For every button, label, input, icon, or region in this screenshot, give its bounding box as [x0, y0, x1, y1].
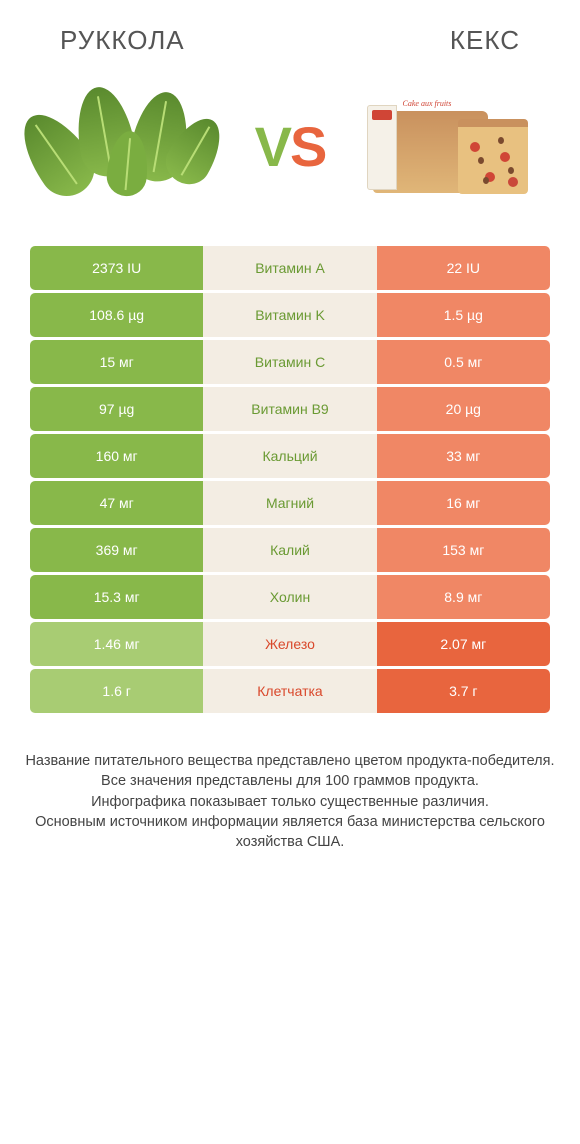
left-product-image — [40, 76, 220, 216]
left-value: 2373 IU — [30, 246, 203, 290]
right-value: 3.7 г — [377, 669, 550, 713]
fruitcake-icon: Cake aux fruits — [373, 99, 528, 194]
table-row: 97 µgВитамин B920 µg — [30, 387, 550, 431]
right-value: 33 мг — [377, 434, 550, 478]
left-value: 108.6 µg — [30, 293, 203, 337]
nutrient-label: Холин — [203, 575, 376, 619]
nutrient-label: Магний — [203, 481, 376, 525]
nutrition-table: 2373 IUВитамин A22 IU108.6 µgВитамин K1.… — [0, 246, 580, 713]
table-row: 15.3 мгХолин8.9 мг — [30, 575, 550, 619]
right-value: 153 мг — [377, 528, 550, 572]
left-value: 160 мг — [30, 434, 203, 478]
left-value: 47 мг — [30, 481, 203, 525]
right-value: 16 мг — [377, 481, 550, 525]
table-row: 15 мгВитамин C0.5 мг — [30, 340, 550, 384]
vs-label: VS — [255, 114, 326, 179]
left-product-title: РУККОЛА — [60, 25, 185, 56]
nutrient-label: Витамин B9 — [203, 387, 376, 431]
nutrient-label: Витамин C — [203, 340, 376, 384]
left-value: 15.3 мг — [30, 575, 203, 619]
right-value: 8.9 мг — [377, 575, 550, 619]
table-row: 108.6 µgВитамин K1.5 µg — [30, 293, 550, 337]
left-value: 15 мг — [30, 340, 203, 384]
arugula-icon — [45, 81, 215, 211]
nutrient-label: Калий — [203, 528, 376, 572]
right-value: 1.5 µg — [377, 293, 550, 337]
table-row: 1.6 гКлетчатка3.7 г — [30, 669, 550, 713]
nutrient-label: Кальций — [203, 434, 376, 478]
right-value: 22 IU — [377, 246, 550, 290]
table-row: 160 мгКальций33 мг — [30, 434, 550, 478]
right-value: 2.07 мг — [377, 622, 550, 666]
right-value: 20 µg — [377, 387, 550, 431]
nutrient-label: Клетчатка — [203, 669, 376, 713]
table-row: 47 мгМагний16 мг — [30, 481, 550, 525]
right-value: 0.5 мг — [377, 340, 550, 384]
left-value: 97 µg — [30, 387, 203, 431]
table-row: 369 мгКалий153 мг — [30, 528, 550, 572]
table-row: 1.46 мгЖелезо2.07 мг — [30, 622, 550, 666]
right-product-title: КЕКС — [450, 25, 520, 56]
nutrient-label: Витамин K — [203, 293, 376, 337]
left-value: 369 мг — [30, 528, 203, 572]
nutrient-label: Витамин A — [203, 246, 376, 290]
nutrient-label: Железо — [203, 622, 376, 666]
footnote-text: Название питательного вещества представл… — [0, 716, 580, 872]
table-row: 2373 IUВитамин A22 IU — [30, 246, 550, 290]
right-product-image: Cake aux fruits — [360, 76, 540, 216]
left-value: 1.6 г — [30, 669, 203, 713]
left-value: 1.46 мг — [30, 622, 203, 666]
